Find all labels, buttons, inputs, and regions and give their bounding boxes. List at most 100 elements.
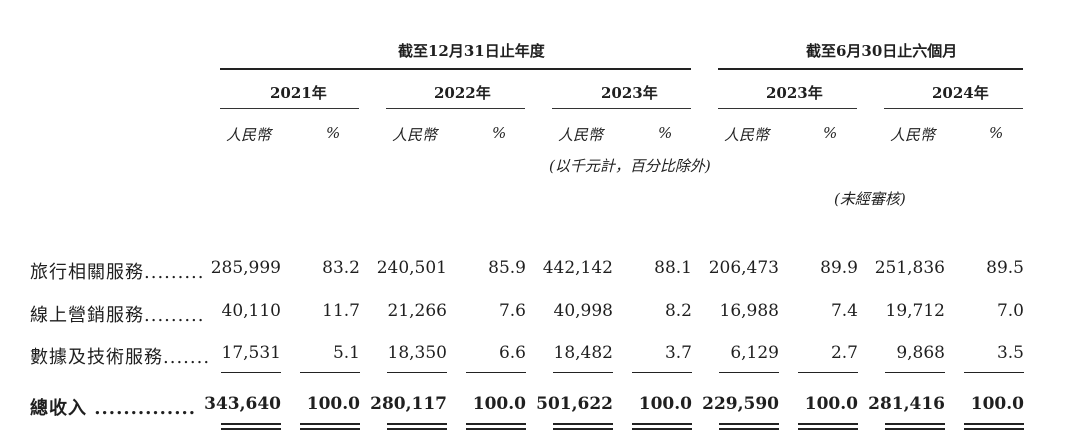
cell-value: 442,142: [542, 258, 613, 278]
cell-value: 8.2: [664, 301, 692, 321]
unit-pct-4: %: [823, 124, 838, 142]
cell-value: 5.1: [332, 343, 360, 363]
year-header-2023: 2023年: [601, 84, 658, 102]
table-rule: [632, 372, 692, 374]
table-rule: [466, 428, 526, 430]
year-header-2024-h1: 2024年: [932, 84, 989, 102]
cell-value: 229,590: [702, 394, 779, 414]
table-rule: [885, 372, 945, 374]
group-rule-annual: [220, 68, 691, 70]
cell-value: 3.5: [996, 343, 1024, 363]
table-rule: [221, 423, 281, 425]
unit-pct-5: %: [989, 124, 1004, 142]
cell-value: 3.7: [664, 343, 692, 363]
cell-value: 17,531: [221, 343, 281, 363]
cell-value: 501,622: [536, 394, 613, 414]
year-header-2022: 2022年: [434, 84, 491, 102]
table-rule: [221, 372, 281, 374]
unit-note: (以千元計，百分比除外): [549, 157, 711, 175]
group-header-interim: 截至6月30日止六個月: [806, 42, 958, 60]
table-rule: [885, 428, 945, 430]
row-label: 線上營銷服務.........: [30, 305, 205, 326]
cell-value: 83.2: [322, 258, 360, 278]
cell-value: 100.0: [804, 394, 858, 414]
cell-value: 285,999: [210, 258, 281, 278]
table-rule: [221, 428, 281, 430]
table-rule: [553, 372, 613, 374]
year-header-2023-h1: 2023年: [766, 84, 823, 102]
cell-value: 7.6: [498, 301, 526, 321]
table-rule: [798, 423, 858, 425]
row-label: 數據及技術服務.......: [30, 347, 211, 368]
cell-value: 281,416: [868, 394, 945, 414]
table-rule: [798, 372, 858, 374]
cell-value: 100.0: [472, 394, 526, 414]
cell-value: 89.9: [820, 258, 858, 278]
table-rule: [964, 372, 1024, 374]
cell-value: 21,266: [387, 301, 447, 321]
cell-value: 88.1: [654, 258, 692, 278]
cell-value: 18,482: [553, 343, 613, 363]
table-rule: [553, 428, 613, 430]
cell-value: 206,473: [708, 258, 779, 278]
table-rule: [798, 428, 858, 430]
table-rule: [300, 428, 360, 430]
table-rule: [387, 423, 447, 425]
unit-pct-1: %: [326, 124, 341, 142]
cell-value: 9,868: [896, 343, 945, 363]
table-rule: [719, 423, 779, 425]
row-label: 旅行相關服務.........: [30, 262, 205, 283]
cell-value: 11.7: [322, 301, 360, 321]
cell-value: 6,129: [730, 343, 779, 363]
cell-value: 16,988: [719, 301, 779, 321]
table-rule: [387, 372, 447, 374]
unit-rmb-1: 人民幣: [226, 126, 272, 144]
year-rule-2024-h1: [884, 108, 1023, 109]
unit-pct-3: %: [658, 124, 673, 142]
year-header-2021: 2021年: [270, 84, 327, 102]
table-rule: [553, 423, 613, 425]
table-rule: [466, 423, 526, 425]
cell-value: 40,110: [221, 301, 281, 321]
table-rule: [719, 372, 779, 374]
table-rule: [964, 428, 1024, 430]
cell-value: 40,998: [553, 301, 613, 321]
table-rule: [964, 423, 1024, 425]
cell-value: 18,350: [387, 343, 447, 363]
cell-value: 19,712: [885, 301, 945, 321]
cell-value: 100.0: [970, 394, 1024, 414]
cell-value: 7.0: [996, 301, 1024, 321]
unit-rmb-4: 人民幣: [724, 126, 770, 144]
table-rule: [885, 423, 945, 425]
unit-rmb-3: 人民幣: [558, 126, 604, 144]
cell-value: 280,117: [370, 394, 447, 414]
year-rule-2021: [220, 108, 359, 109]
unaudited-note: (未經審核): [834, 190, 906, 208]
table-rule: [387, 428, 447, 430]
cell-value: 240,501: [376, 258, 447, 278]
unit-pct-2: %: [492, 124, 507, 142]
cell-value: 2.7: [830, 343, 858, 363]
year-rule-2023: [552, 108, 691, 109]
table-rule: [466, 372, 526, 374]
cell-value: 6.6: [498, 343, 526, 363]
cell-value: 100.0: [638, 394, 692, 414]
cell-value: 343,640: [204, 394, 281, 414]
cell-value: 100.0: [306, 394, 360, 414]
table-rule: [719, 428, 779, 430]
unit-rmb-2: 人民幣: [392, 126, 438, 144]
year-rule-2022: [386, 108, 525, 109]
year-rule-2023-h1: [718, 108, 857, 109]
group-header-annual: 截至12月31日止年度: [398, 42, 545, 60]
table-rule: [300, 372, 360, 374]
row-label: 總收入 ..............: [30, 398, 196, 419]
cell-value: 89.5: [986, 258, 1024, 278]
unit-rmb-5: 人民幣: [890, 126, 936, 144]
table-rule: [300, 423, 360, 425]
cell-value: 85.9: [488, 258, 526, 278]
cell-value: 251,836: [874, 258, 945, 278]
table-rule: [632, 428, 692, 430]
cell-value: 7.4: [830, 301, 858, 321]
table-rule: [632, 423, 692, 425]
group-rule-interim: [718, 68, 1023, 70]
